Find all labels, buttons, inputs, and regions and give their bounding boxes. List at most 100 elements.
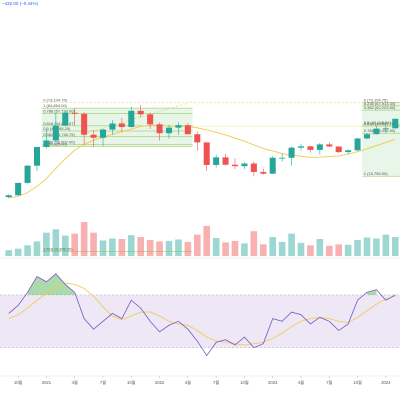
fib-level-label: 1 (15,750.00) — [364, 171, 388, 176]
rsi-ma-line — [8, 282, 396, 346]
candle-body — [15, 182, 22, 196]
candle-body — [71, 112, 78, 114]
candle-body — [203, 142, 210, 165]
time-tick-label: 2021 — [42, 380, 52, 385]
volume-bar — [212, 238, 220, 256]
candle-body — [316, 144, 323, 150]
volume-bar — [222, 242, 229, 256]
time-tick-label: 4월 — [72, 379, 78, 386]
time-tick-label: 2022 — [155, 380, 165, 385]
fib-level-label: 1.618 (3,305.00) — [43, 246, 73, 251]
time-tick-label: 2024 — [381, 380, 391, 385]
price-change-text: −432.00 (−0.44%) — [2, 1, 39, 6]
fib-level-label: 0.5 (45,645.54) — [364, 120, 392, 125]
candle-body — [288, 147, 295, 158]
rsi-line — [8, 273, 396, 357]
rsi-overbought-fill — [27, 273, 75, 295]
volume-bar — [278, 241, 286, 256]
candle-body — [354, 138, 361, 151]
volume-bar — [391, 237, 399, 256]
rsi-band — [0, 294, 400, 348]
candle-body — [345, 150, 352, 153]
fib-level-label: 0.618 (44,587.76) — [364, 121, 396, 126]
volume-bar — [193, 234, 201, 256]
time-tick-label: 10월 — [14, 379, 23, 386]
volume-bar — [24, 245, 31, 256]
volume-bar — [52, 229, 60, 256]
volume-bar — [118, 239, 126, 256]
candle-body — [231, 164, 239, 167]
candle-body — [43, 140, 50, 147]
candle-body — [269, 157, 276, 174]
candle-body — [52, 125, 59, 141]
candle-body — [392, 118, 399, 129]
time-tick-label: 7월 — [326, 379, 332, 386]
candle-body — [147, 114, 154, 125]
volume-bar — [80, 222, 88, 256]
volume-bar — [61, 235, 69, 256]
fib-level-label: 1 (64,854.00) — [43, 103, 67, 108]
volume-bar — [184, 241, 192, 256]
volume-bar — [259, 244, 267, 256]
fib-level-label: 0.786 (57,723.00) — [43, 109, 75, 114]
fib-level-label: 0.236 (67,913.34) — [364, 101, 396, 106]
volume-bar — [203, 225, 211, 256]
candle-body — [307, 146, 314, 150]
candle-body — [297, 146, 305, 148]
time-tick-label: 4월 — [185, 379, 191, 386]
candle-body — [156, 124, 163, 134]
candle-body — [260, 171, 267, 174]
candle-body — [250, 163, 257, 172]
candle-body — [213, 157, 220, 165]
candle-body — [33, 146, 41, 166]
volume-bar — [137, 237, 145, 256]
time-tick-label: 10월 — [127, 379, 136, 386]
volume-bar — [325, 245, 333, 256]
volume-bar — [307, 245, 314, 256]
volume-bar — [335, 244, 343, 256]
candle-body — [279, 157, 286, 159]
candle-body — [5, 195, 12, 198]
volume-bar — [109, 238, 116, 256]
time-tick-label: 10월 — [353, 379, 362, 386]
candle-body — [24, 165, 31, 183]
volume-bar — [5, 250, 13, 256]
volume-bar — [175, 239, 182, 256]
candle-body — [99, 129, 107, 138]
volume-bar — [297, 242, 305, 256]
volume-bar — [127, 235, 135, 256]
fib-level-label: 0.236 (30,507.00) — [43, 139, 75, 144]
volume-bar — [43, 232, 50, 256]
volume-bar — [231, 240, 239, 256]
volume-bar — [33, 241, 41, 256]
candle-body — [128, 110, 135, 127]
candle-body — [241, 163, 248, 167]
candle-body — [373, 128, 380, 135]
volume-bar — [382, 234, 390, 256]
fib-level-label: 0 (73,104.75) — [43, 97, 67, 102]
volume-bar — [99, 240, 107, 256]
time-tick-label: 7월 — [213, 379, 219, 386]
rsi-overbought-fill — [367, 289, 377, 295]
volume-bar — [156, 241, 163, 256]
candle-body — [222, 157, 229, 165]
candle-body — [326, 144, 333, 147]
candle-body — [184, 125, 191, 135]
candle-body — [118, 123, 125, 127]
fib-level-label: 0.382 (62,223.50) — [364, 105, 396, 110]
candle-body — [109, 123, 116, 130]
volume-bar — [363, 237, 371, 256]
volume-bar — [354, 239, 361, 256]
candle-body — [175, 125, 182, 128]
volume-bar — [316, 239, 324, 256]
fib-level-label: 0 (29,325.00) — [43, 141, 67, 146]
fib-level-label: 0.618 (44,845.67) — [43, 121, 75, 126]
fib-level-label: 0 (73,104.75) — [364, 97, 388, 102]
candle-body — [382, 128, 389, 130]
time-tick-label: 10월 — [240, 379, 249, 386]
candle-body — [62, 112, 69, 126]
candle-body — [363, 134, 371, 139]
volume-bar — [165, 240, 173, 256]
volume-bar — [288, 233, 295, 256]
